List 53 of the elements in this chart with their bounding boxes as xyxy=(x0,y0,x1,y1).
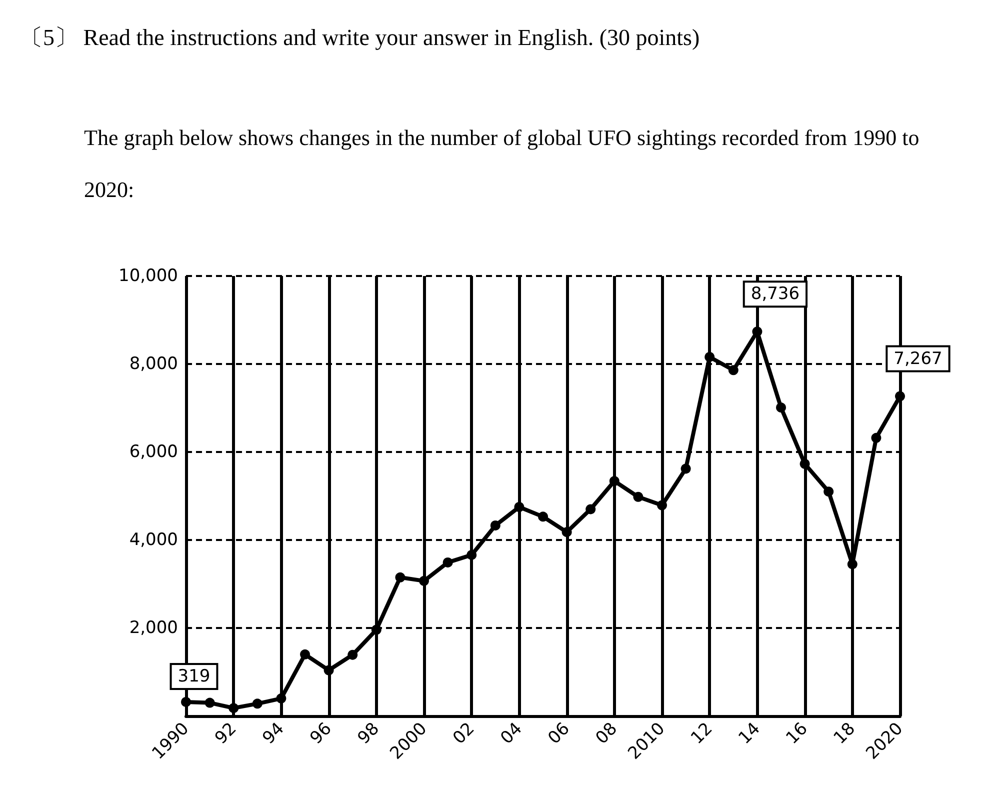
point xyxy=(776,402,786,413)
point xyxy=(514,502,524,512)
point xyxy=(490,520,500,530)
point xyxy=(871,432,882,443)
chart-title: 〔5〕 Read the instructions and write your answer in English. (30 points) xyxy=(19,24,701,52)
point xyxy=(633,492,644,502)
y-tick-label: 2,000 xyxy=(129,618,178,638)
y-tick-label: 6,000 xyxy=(129,442,178,462)
point xyxy=(252,698,262,709)
point xyxy=(371,624,382,635)
point xyxy=(204,698,215,708)
point xyxy=(609,476,620,486)
text: The graph below shows changes in the number of global UFO sightings recorded from 1990 to 2020: xyxy=(84,125,920,202)
x-tick-label: 94 xyxy=(258,718,288,748)
x-tick-label: 98 xyxy=(354,718,384,748)
point xyxy=(538,512,548,522)
y-tick-label: 8,000 xyxy=(129,354,178,374)
point xyxy=(276,693,286,704)
point xyxy=(228,703,239,714)
point xyxy=(800,458,810,469)
x-tick-label: 12 xyxy=(687,718,717,748)
point xyxy=(442,557,453,568)
point xyxy=(419,576,429,586)
x-tick-label: 06 xyxy=(544,718,574,748)
point xyxy=(466,550,477,560)
x-tick-label: 18 xyxy=(830,718,860,748)
point xyxy=(586,504,596,514)
point xyxy=(562,527,572,538)
y-tick-label: 10,000 xyxy=(118,266,178,286)
point xyxy=(752,326,762,337)
data-label: 8,736 xyxy=(750,284,800,304)
point xyxy=(324,665,334,676)
point xyxy=(704,352,715,362)
data-label: 319 xyxy=(178,666,210,686)
point xyxy=(728,365,738,376)
point xyxy=(657,500,667,510)
point xyxy=(348,650,358,660)
point xyxy=(680,464,691,474)
data-label: 7,267 xyxy=(894,348,942,369)
point xyxy=(895,391,905,402)
point xyxy=(181,696,191,707)
point xyxy=(847,559,858,570)
point xyxy=(300,649,310,660)
x-tick-label: 04 xyxy=(496,718,526,748)
x-tick-label: 92 xyxy=(211,718,241,748)
point xyxy=(824,486,834,497)
x-tick-label: 08 xyxy=(592,718,622,748)
x-tick-label: 16 xyxy=(782,718,812,748)
point xyxy=(395,572,406,582)
x-tick-label: 96 xyxy=(306,718,336,748)
y-tick-label: 4,000 xyxy=(129,530,178,550)
x-tick-label: 14 xyxy=(734,718,764,748)
x-tick-label: 02 xyxy=(449,718,479,748)
